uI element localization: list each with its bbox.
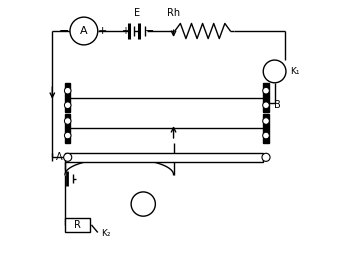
Bar	[263, 114, 269, 143]
Text: A: A	[56, 152, 63, 162]
Circle shape	[263, 60, 286, 83]
Text: R: R	[74, 220, 81, 230]
Bar	[263, 83, 269, 113]
Text: B: B	[274, 100, 281, 110]
Bar	[65, 114, 70, 143]
Circle shape	[262, 153, 270, 161]
Bar	[65, 152, 263, 162]
Circle shape	[64, 153, 72, 161]
Text: G: G	[140, 199, 147, 209]
Text: +: +	[98, 26, 107, 36]
Circle shape	[263, 102, 269, 108]
Text: +: +	[121, 26, 129, 36]
Circle shape	[263, 118, 269, 124]
Text: Rh: Rh	[167, 8, 180, 18]
Text: K₁: K₁	[290, 67, 300, 76]
Text: A: A	[80, 26, 88, 36]
Circle shape	[64, 118, 71, 124]
Text: E: E	[134, 8, 140, 18]
Text: −: −	[58, 24, 69, 38]
Text: −: −	[144, 26, 154, 36]
Circle shape	[263, 132, 269, 139]
Circle shape	[64, 132, 71, 139]
Circle shape	[64, 102, 71, 108]
Circle shape	[131, 192, 155, 216]
Circle shape	[70, 17, 98, 45]
Bar	[65, 218, 90, 232]
Bar	[65, 83, 70, 113]
Circle shape	[64, 87, 71, 94]
Circle shape	[263, 87, 269, 94]
Text: K₂: K₂	[101, 229, 111, 238]
